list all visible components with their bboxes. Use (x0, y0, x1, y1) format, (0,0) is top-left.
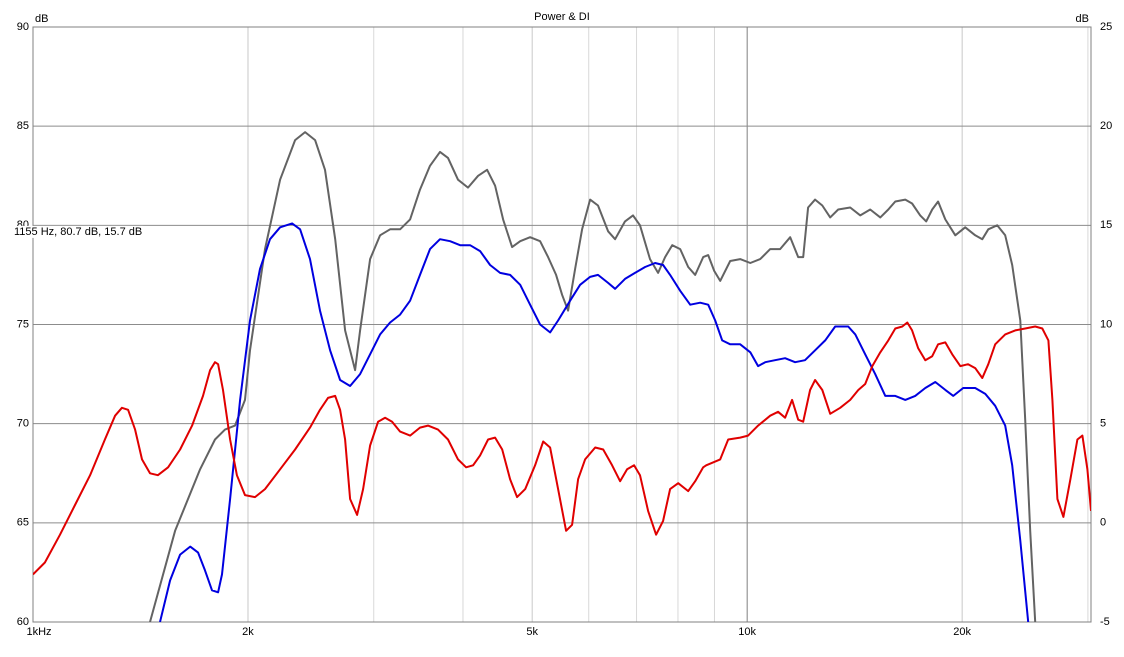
x-tick-label: 2k (242, 626, 254, 638)
series-line (159, 222, 1030, 622)
chart-title: Power & DI (534, 11, 590, 23)
y2-tick-label: 5 (1100, 418, 1106, 430)
x-tick-label: 10k (738, 626, 756, 638)
y2-tick-label: 20 (1100, 120, 1112, 132)
y2-tick-label: -5 (1100, 616, 1110, 628)
y2-axis-label: dB (1076, 13, 1089, 25)
annotation: 1155 Hz, 80.7 dB, 15.7 dB (14, 226, 142, 238)
plot-frame (32, 26, 1092, 623)
y2-tick-label: 0 (1100, 517, 1106, 529)
lines (33, 131, 1091, 622)
series-line (33, 321, 1091, 576)
x-tick-label: 5k (526, 626, 538, 638)
y-axis-label: dB (35, 13, 48, 25)
labels: Power & DI dB dB 1kHz 2k 5k 10k 20k 60 65 70 75 8… (13, 11, 1112, 638)
y-tick-label: 70 (17, 418, 29, 430)
y2-tick-label: 15 (1100, 219, 1112, 231)
annotation-background (13, 225, 144, 238)
y-tick-label: 90 (17, 21, 29, 33)
x-tick-label: 20k (953, 626, 971, 638)
y-tick-label: 65 (17, 517, 29, 529)
y-tick-label: 75 (17, 318, 29, 330)
y2-tick-label: 10 (1100, 318, 1112, 330)
series-line (149, 131, 1037, 622)
x-tick-label: 1kHz (26, 626, 51, 638)
y2-tick-label: 25 (1100, 21, 1112, 33)
y-tick-label: 60 (17, 616, 29, 628)
y-tick-label: 85 (17, 120, 29, 132)
